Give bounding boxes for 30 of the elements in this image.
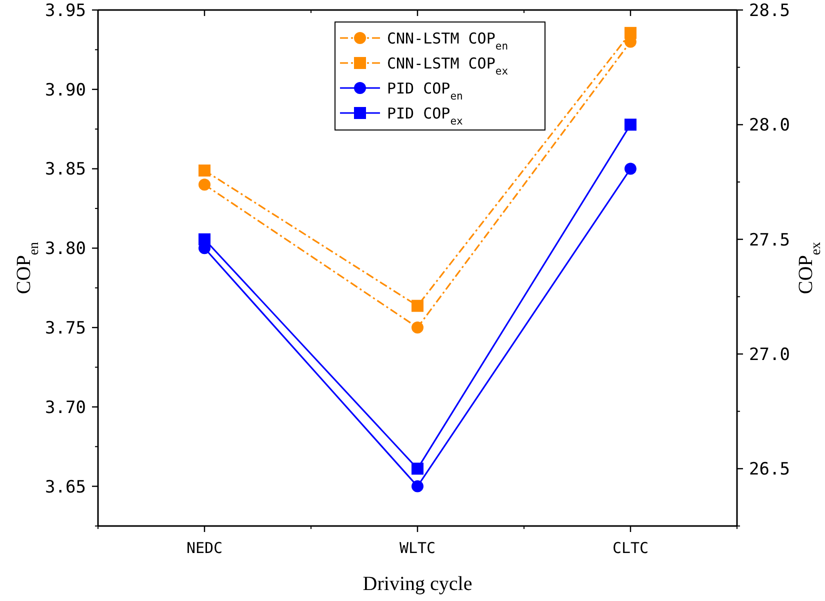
y-tick-label: 3.75 [45,318,86,338]
legend-label: CNN-LSTM COP$_{ex}$ [387,54,508,78]
point [198,233,210,246]
point [412,300,424,312]
y2-tick-label: 28.0 [749,116,790,136]
point [412,462,424,475]
x-tick-label: CLTC [612,539,649,557]
y-tick-label: 3.80 [45,239,86,260]
y-tick-label: 3.70 [45,398,86,418]
point [412,480,424,492]
x-axis-title: Driving cycle [362,573,472,595]
y-tick-label: 3.65 [45,477,86,498]
x-tick-label: NEDC [186,539,223,557]
point [624,162,636,175]
y2-tick-label: 27.5 [749,230,790,250]
point [198,178,210,191]
legend-label: PID COP$_{en}$ [387,79,463,102]
point [624,118,636,131]
y2-tick-label: 28.5 [749,0,790,21]
y-tick-label: 3.95 [45,0,86,21]
legend-label: PID COP$_{ex}$ [387,104,463,128]
y-tick-label: 3.85 [45,160,86,180]
y-tick-label: 3.90 [45,80,86,100]
point [412,322,424,334]
x-tick-label: WLTC [399,539,436,557]
point [624,26,636,39]
legend-label: CNN-LSTM COP$_{en}$ [387,29,508,52]
point [198,164,210,177]
y2-tick-label: 26.5 [749,460,790,480]
y2-tick-label: 27.0 [749,344,790,365]
